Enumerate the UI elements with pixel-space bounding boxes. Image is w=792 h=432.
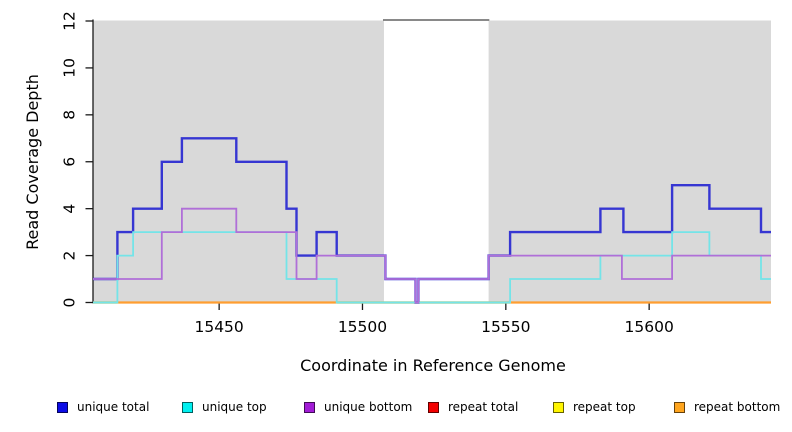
series-unique-top-line: [93, 231, 771, 304]
y-tick-label: 2: [60, 251, 78, 261]
x-tick-label: 15600: [625, 318, 674, 336]
y-tick-label: 8: [61, 110, 79, 120]
y-tick-label: 12: [61, 11, 79, 31]
y-tick-label: 0: [61, 298, 79, 308]
x-tick-label: 15450: [194, 318, 243, 336]
x-tick-label: 15550: [481, 318, 530, 336]
x-axis-title: Coordinate in Reference Genome: [300, 356, 566, 375]
y-axis-title: Read Coverage Depth: [23, 74, 42, 250]
y-tick-label: 4: [61, 204, 79, 214]
y-tick-label: 6: [61, 157, 79, 167]
y-tick-label: 10: [61, 58, 79, 78]
series-unique-bottom-line: [93, 207, 771, 304]
x-tick-label: 15500: [338, 318, 387, 336]
uncovered-region-band: [383, 20, 489, 303]
